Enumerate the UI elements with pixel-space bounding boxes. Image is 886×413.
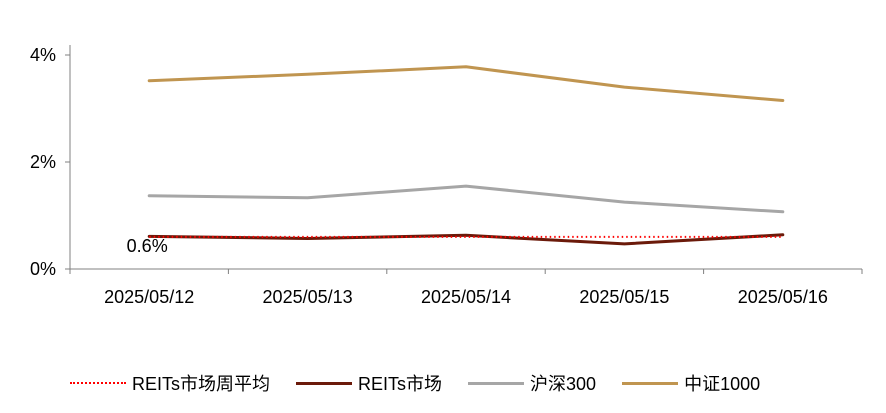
y-tick-label: 4%	[30, 45, 56, 65]
series-line-1	[147, 233, 785, 246]
x-tick-label: 2025/05/12	[104, 287, 194, 307]
legend-swatch	[70, 382, 126, 384]
chart-legend: REITs市场周平均 REITs市场 沪深300 中证1000	[70, 368, 786, 398]
annotations: 0.6%	[127, 236, 168, 256]
legend-item: 沪深300	[468, 370, 596, 396]
x-axis-ticks: 2025/05/12 2025/05/13 2025/05/14 2025/05/15…	[69, 269, 863, 307]
series-line-3	[147, 65, 785, 102]
legend-label: 中证1000	[684, 374, 761, 394]
x-tick-label: 2025/05/13	[263, 287, 353, 307]
chart-axes	[69, 45, 862, 270]
legend-label: REITs市场	[358, 374, 443, 394]
legend-item: REITs市场周平均	[70, 370, 270, 396]
series-lines	[147, 65, 785, 246]
y-tick-label: 0%	[30, 259, 56, 279]
legend-item: REITs市场	[296, 370, 442, 396]
legend-swatch	[622, 381, 679, 385]
x-tick-label: 2025/05/14	[421, 287, 511, 307]
y-tick-label: 2%	[30, 152, 56, 172]
y-axis-ticks: 0% 2% 4%	[30, 45, 70, 279]
legend-label: 沪深300	[530, 374, 597, 394]
legend-swatch	[468, 381, 525, 385]
data-label: 0.6%	[127, 236, 168, 256]
x-tick-label: 2025/05/16	[738, 287, 828, 307]
legend-swatch	[296, 381, 353, 385]
line-chart: 0%2%4% 2025/05/12 2025/05/13 2025/05/14 202…	[30, 45, 863, 307]
legend-label: REITs市场周平均	[132, 374, 271, 394]
series-line-2	[147, 184, 785, 214]
x-tick-label: 2025/05/15	[579, 287, 669, 307]
legend-item: 中证1000	[622, 370, 760, 396]
